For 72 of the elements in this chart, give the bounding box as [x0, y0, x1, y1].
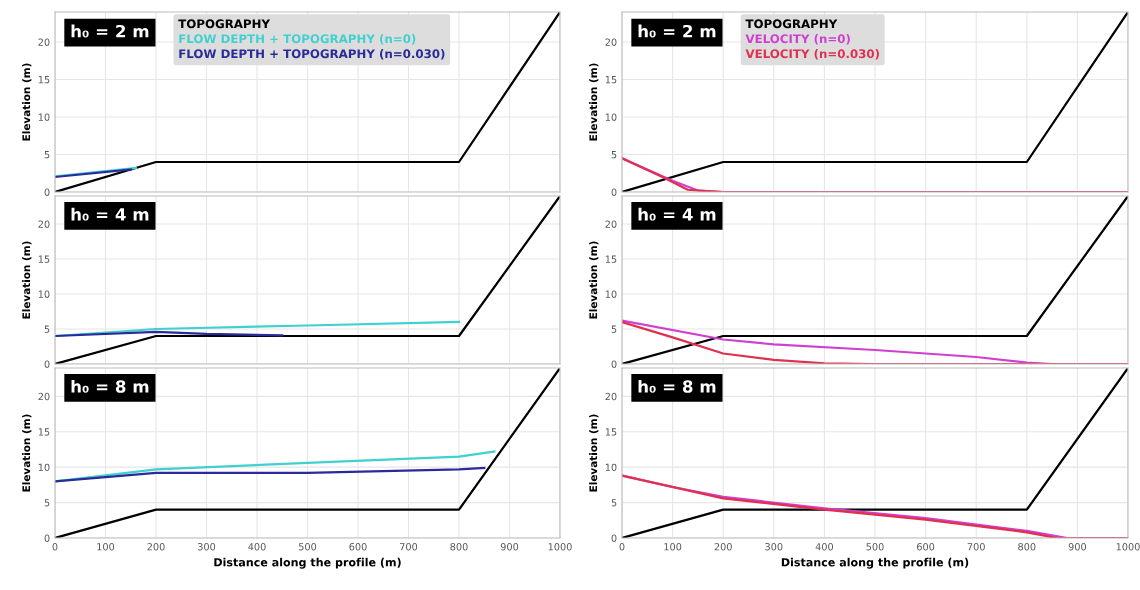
y-tick-label: 20: [605, 392, 617, 401]
x-tick-label: 0: [619, 543, 625, 551]
x-tick-label: 300: [197, 543, 216, 551]
x-tick-label: 200: [147, 543, 165, 551]
y-tick-label: 0: [611, 534, 617, 542]
y-tick-label: 20: [38, 392, 50, 401]
x-tick-label: 700: [400, 543, 418, 551]
y-tick-label: 5: [44, 325, 50, 333]
x-tick-label: 0: [52, 543, 58, 551]
y-tick-label: 15: [38, 76, 50, 84]
y-tick-label: 0: [44, 188, 50, 196]
x-axis-title: Distance along the profile (m): [214, 557, 401, 569]
y-tick-label: 10: [38, 113, 50, 121]
annotation: h₀ = 2 m: [71, 24, 149, 38]
annotation: h₀ = 8 m: [638, 379, 716, 393]
y-tick-label: 15: [605, 76, 617, 84]
y-tick-label: 10: [605, 290, 617, 298]
y-axis-title: Elevation (m): [22, 414, 32, 492]
y-tick-label: 5: [611, 499, 617, 507]
y-axis-title: Elevation (m): [589, 63, 599, 141]
y-axis-title: Elevation (m): [22, 63, 32, 141]
y-tick-label: 15: [38, 428, 50, 436]
y-tick-label: 5: [44, 151, 50, 159]
text: VELOCITY (n=0): [745, 34, 850, 45]
x-tick-label: 600: [349, 543, 367, 551]
text: FLOW DEPTH + TOPOGRAPHY (n=0): [179, 34, 416, 45]
y-tick-label: 0: [611, 360, 617, 368]
y-tick-label: 10: [38, 463, 50, 471]
x-tick-label: 1000: [548, 543, 572, 551]
x-tick-label: 600: [917, 543, 935, 551]
text: VELOCITY (n=0.030): [745, 49, 879, 60]
annotation: h₀ = 4 m: [71, 207, 149, 221]
x-tick-label: 800: [450, 543, 468, 551]
x-tick-label: 300: [765, 543, 783, 551]
y-tick-label: 15: [605, 428, 617, 436]
y-tick-label: 20: [605, 220, 617, 228]
x-axis-title: Distance along the profile (m): [781, 557, 969, 569]
text: TOPOGRAPHY: [745, 19, 838, 29]
x-tick-label: 400: [248, 543, 266, 551]
x-tick-label: 1000: [1116, 543, 1140, 551]
y-tick-label: 10: [605, 113, 617, 121]
x-tick-label: 100: [97, 543, 115, 551]
x-tick-label: 800: [1018, 543, 1036, 551]
y-tick-label: 5: [611, 325, 617, 333]
x-tick-label: 900: [1068, 543, 1087, 551]
y-tick-label: 20: [38, 220, 50, 228]
y-tick-label: 0: [44, 534, 50, 542]
y-tick-label: 5: [44, 499, 50, 507]
text: FLOW DEPTH + TOPOGRAPHY (n=0.030): [179, 49, 445, 60]
y-axis-title: Elevation (m): [22, 241, 32, 319]
y-tick-label: 10: [605, 463, 617, 471]
x-tick-label: 400: [815, 543, 834, 551]
y-tick-label: 10: [38, 290, 50, 298]
y-axis-title: Elevation (m): [589, 241, 599, 319]
y-tick-label: 15: [38, 255, 50, 263]
annotation: h₀ = 8 m: [71, 379, 149, 393]
y-tick-label: 20: [605, 38, 617, 46]
y-tick-label: 20: [38, 38, 50, 46]
annotation: h₀ = 2 m: [638, 24, 716, 38]
x-tick-label: 100: [664, 543, 682, 551]
y-tick-label: 0: [44, 360, 50, 368]
x-tick-label: 500: [298, 543, 317, 551]
y-tick-label: 0: [611, 188, 617, 196]
y-tick-label: 5: [611, 151, 617, 159]
y-tick-label: 15: [605, 255, 617, 263]
y-axis-title: Elevation (m): [589, 414, 599, 492]
x-tick-label: 900: [500, 543, 519, 551]
x-tick-label: 500: [866, 543, 884, 551]
x-tick-label: 700: [967, 543, 985, 551]
text: TOPOGRAPHY: [178, 19, 271, 29]
annotation: h₀ = 4 m: [638, 207, 716, 221]
x-tick-label: 200: [714, 543, 732, 551]
